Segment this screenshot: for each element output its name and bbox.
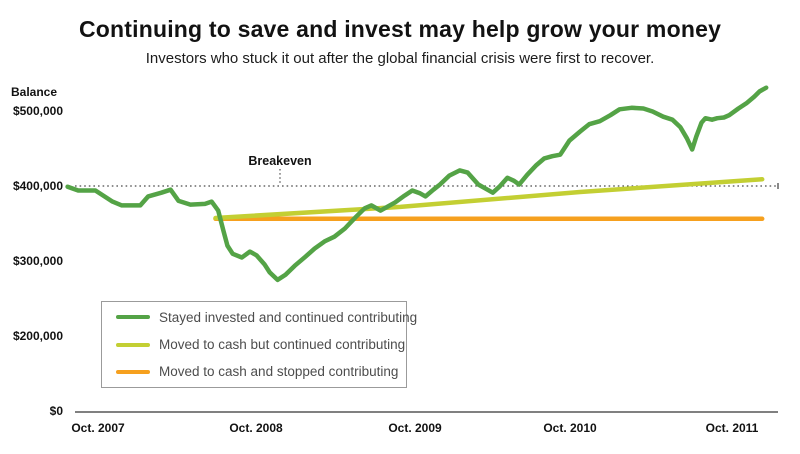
y-tick-0: $0 <box>49 404 63 418</box>
chart-title: Continuing to save and invest may help g… <box>78 16 722 42</box>
x-tick-oct-2011: Oct. 2011 <box>705 421 759 435</box>
legend-swatch-2 <box>116 369 150 374</box>
chart-subtitle: Investors who stuck it out after the glo… <box>145 50 655 67</box>
legend-label-cash-stopped: Moved to cash and stopped contributing <box>159 364 399 380</box>
y-axis-title: Balance <box>11 85 58 99</box>
breakeven-annotation-label: Breakeven <box>248 154 312 168</box>
x-tick-oct-2007: Oct. 2007 <box>71 421 125 435</box>
legend-swatch-1 <box>116 342 150 347</box>
legend-swatch-0 <box>116 315 150 320</box>
series-line-1 <box>213 177 765 221</box>
x-tick-oct-2010: Oct. 2010 <box>543 421 597 435</box>
legend-label-cash-contributing: Moved to cash but continued contributing <box>159 337 406 352</box>
series-line-0 <box>65 85 769 283</box>
legend-row-cash-contributing: Moved to cash but continued contributing <box>102 333 406 357</box>
y-tick-500000: $500,000 <box>12 104 63 118</box>
legend-box: Stayed invested and continued contributi… <box>101 301 417 388</box>
legend-row-cash-stopped: Moved to cash and stopped contributing <box>102 360 406 384</box>
legend-label-stayed-invested: Stayed invested and continued contributi… <box>159 309 418 325</box>
x-tick-oct-2008: Oct. 2008 <box>229 421 283 435</box>
legend-row-stayed-invested: Stayed invested and continued contributi… <box>102 305 417 329</box>
x-tick-oct-2009: Oct. 2009 <box>388 421 442 435</box>
y-tick-400000: $400,000 <box>12 179 63 193</box>
y-tick-300000: $300,000 <box>12 254 63 268</box>
y-tick-200000: $200,000 <box>12 329 63 343</box>
